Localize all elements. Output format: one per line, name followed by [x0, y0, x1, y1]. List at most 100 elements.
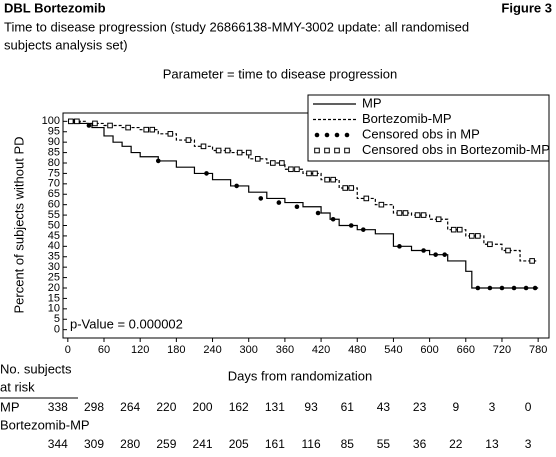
- censor-marker: [245, 149, 252, 156]
- y-tick-label: 0: [54, 324, 60, 336]
- y-tick-label: 15: [48, 292, 60, 304]
- risk-row-label: MP: [0, 399, 20, 414]
- censor-marker: [224, 147, 231, 154]
- y-tick-label: 10: [48, 303, 60, 315]
- censor-marker: [360, 227, 366, 232]
- risk-count: 3: [525, 437, 532, 451]
- risk-count: 264: [120, 400, 140, 414]
- risk-count: 298: [84, 400, 104, 414]
- censor-marker: [532, 285, 538, 291]
- y-axis-label: Percent of subjects without PD: [11, 136, 26, 313]
- censor-marker: [288, 166, 294, 173]
- legend-label: Censored obs in Bortezomib-MP: [362, 142, 550, 157]
- risk-count: 23: [413, 400, 427, 414]
- risk-title: No. subjects: [0, 361, 72, 376]
- risk-count: 13: [485, 437, 499, 451]
- x-tick-label: 720: [493, 344, 511, 356]
- title-line: Time to disease progression (study 26866…: [4, 19, 469, 34]
- risk-count: 344: [48, 437, 68, 451]
- legend-swatch: [344, 147, 350, 154]
- y-tick-label: 65: [48, 188, 60, 200]
- censor-marker: [363, 195, 370, 202]
- legend-swatch: [324, 132, 330, 138]
- censor-marker: [487, 241, 493, 248]
- y-tick-label: 5: [54, 313, 60, 325]
- risk-count: 61: [341, 400, 355, 414]
- y-tick-label: 80: [48, 157, 60, 169]
- y-tick-label: 95: [48, 126, 60, 138]
- censor-marker: [421, 248, 426, 253]
- x-tick-label: 780: [529, 344, 547, 356]
- risk-count: 116: [302, 437, 321, 451]
- censor-marker: [306, 170, 312, 177]
- censor-marker: [487, 285, 493, 291]
- censor-marker: [435, 216, 442, 223]
- risk-count: 55: [377, 437, 391, 451]
- censor-marker: [475, 285, 481, 291]
- censor-marker: [155, 158, 161, 164]
- km-curve: [67, 120, 539, 262]
- censor-marker: [420, 212, 427, 218]
- y-tick-label: 40: [48, 240, 60, 252]
- censor-marker: [342, 185, 348, 191]
- censor-marker: [433, 252, 438, 257]
- x-axis-label: Days from randomization: [228, 368, 373, 383]
- y-tick-label: 45: [48, 230, 60, 242]
- risk-count: 0: [525, 400, 532, 414]
- legend-swatch: [314, 132, 320, 138]
- censor-marker: [396, 210, 403, 216]
- x-tick-label: 600: [420, 344, 438, 356]
- x-tick-label: 360: [276, 344, 294, 356]
- risk-count: 3: [489, 400, 496, 414]
- censor-marker: [294, 166, 300, 173]
- censor-marker: [330, 176, 336, 183]
- risk-count: 36: [413, 437, 427, 451]
- censor-marker: [378, 201, 385, 208]
- y-tick-label: 100: [42, 115, 60, 127]
- risk-count: 22: [449, 437, 463, 451]
- censor-marker: [167, 131, 174, 137]
- censor-marker: [107, 122, 113, 129]
- header-left: DBL Bortezomib: [4, 0, 106, 15]
- risk-count: 161: [265, 437, 285, 451]
- censor-marker: [86, 123, 92, 128]
- censor-marker: [348, 185, 355, 191]
- x-tick-label: 240: [203, 344, 221, 356]
- risk-count: 43: [377, 400, 391, 414]
- legend-label: MP: [362, 95, 382, 110]
- risk-count: 200: [193, 400, 213, 414]
- censor-marker: [279, 160, 285, 166]
- annotation: p-Value = 0.000002: [70, 316, 183, 331]
- censor-marker: [204, 171, 209, 176]
- risk-row-label: Bortezomib-MP: [0, 417, 90, 432]
- censor-marker: [258, 196, 264, 201]
- risk-count: 9: [452, 400, 459, 414]
- censor-marker: [68, 118, 74, 125]
- x-tick-label: 60: [98, 344, 110, 356]
- subtitle: Parameter = time to disease progression: [163, 66, 397, 81]
- censor-marker: [511, 285, 517, 291]
- censor-marker: [499, 285, 505, 291]
- legend-swatch: [334, 147, 340, 154]
- y-tick-label: 85: [48, 146, 60, 158]
- km-curve: [67, 120, 539, 289]
- title-line: subjects analysis set): [4, 37, 128, 52]
- x-tick-label: 420: [312, 344, 330, 356]
- risk-count: 131: [265, 400, 285, 414]
- censor-marker: [505, 247, 511, 254]
- header-right: Figure 3: [501, 0, 552, 15]
- y-tick-label: 35: [48, 251, 60, 263]
- y-tick-label: 75: [48, 167, 60, 179]
- y-tick-label: 60: [48, 199, 60, 211]
- censor-marker: [74, 118, 80, 125]
- censor-marker: [254, 156, 261, 162]
- censor-marker: [276, 200, 282, 205]
- censor-marker: [324, 176, 330, 183]
- y-tick-label: 70: [48, 178, 60, 190]
- risk-count: 280: [120, 437, 140, 451]
- censor-marker: [185, 137, 192, 143]
- risk-count: 309: [84, 437, 104, 451]
- x-tick-label: 660: [457, 344, 475, 356]
- censor-marker: [125, 124, 131, 131]
- y-tick-label: 20: [48, 282, 60, 294]
